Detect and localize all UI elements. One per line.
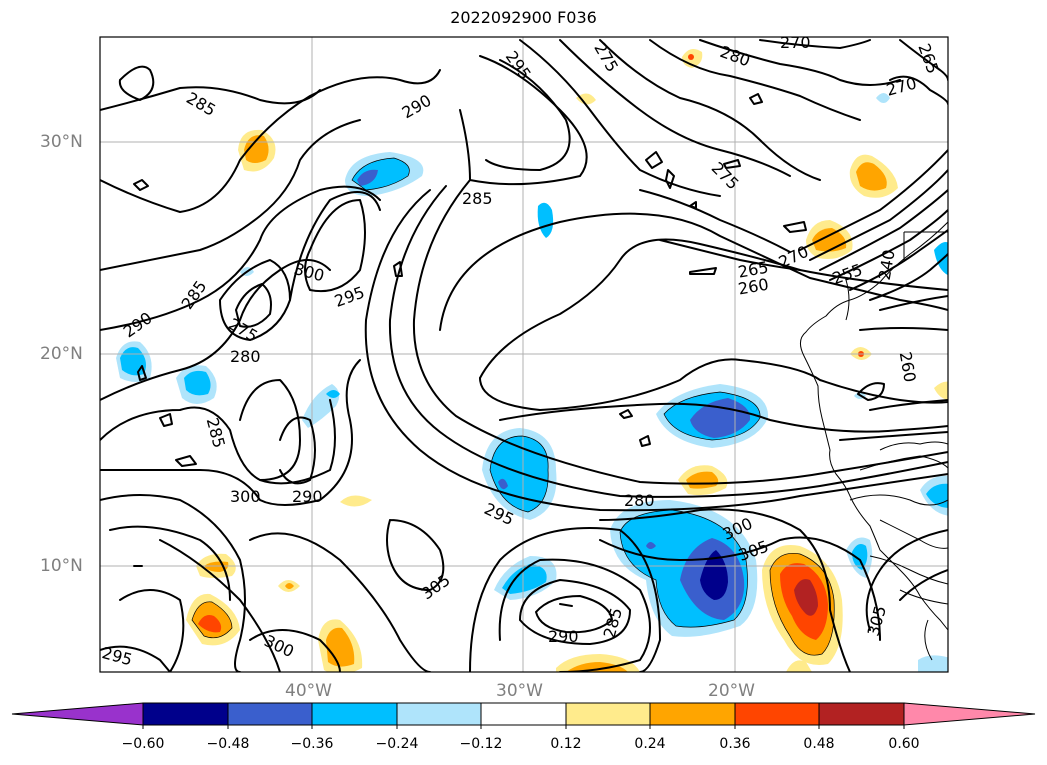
contour-label: 305 bbox=[418, 570, 454, 603]
shade-positive bbox=[566, 662, 628, 672]
colorbar-cell bbox=[818, 702, 905, 726]
contour-label: 255 bbox=[830, 260, 865, 288]
shade-positive bbox=[198, 615, 222, 633]
colorbar-cell bbox=[227, 702, 313, 726]
contour-label: 285 bbox=[183, 88, 219, 120]
colorbar-cell bbox=[311, 702, 398, 726]
colorbar-tick: −0.60 bbox=[121, 736, 165, 752]
shade-negative bbox=[876, 93, 890, 103]
colorbar-cell bbox=[734, 702, 820, 726]
colorbar-extend-min bbox=[11, 702, 144, 726]
lat-label-30n: 30°N bbox=[40, 132, 83, 152]
map-title: 2022092900 F036 bbox=[450, 8, 597, 27]
contour-label: 270 bbox=[884, 74, 918, 100]
contour-label: 260 bbox=[896, 350, 920, 383]
shade-positive bbox=[576, 93, 596, 105]
contour-label: 280 bbox=[230, 347, 261, 366]
contour-label: 285 bbox=[600, 606, 626, 640]
colorbar-tick: −0.36 bbox=[290, 736, 334, 752]
map-frame bbox=[99, 36, 949, 673]
shade-positive bbox=[786, 660, 812, 672]
lat-label-20n: 20°N bbox=[40, 344, 83, 364]
shade-negative bbox=[326, 390, 340, 398]
contour-label: 295 bbox=[332, 283, 367, 311]
shade-negative bbox=[852, 544, 868, 570]
colorbar-tick: −0.48 bbox=[206, 736, 250, 752]
contour-label: 280 bbox=[718, 42, 753, 70]
contour-label: 290 bbox=[292, 487, 323, 506]
contour-label: 290 bbox=[399, 91, 435, 123]
contour-label: 260 bbox=[737, 275, 770, 299]
colorbar-cell bbox=[649, 702, 736, 726]
colorbar-tick: −0.24 bbox=[375, 736, 419, 752]
contour-label: 265 bbox=[914, 41, 942, 76]
colorbar-extend-max bbox=[903, 702, 1036, 726]
shade-negative bbox=[184, 370, 211, 396]
colorbar-cell bbox=[142, 702, 229, 726]
contour-label: 280 bbox=[624, 491, 655, 510]
colorbar-tick: −0.12 bbox=[459, 736, 503, 752]
shade-negative bbox=[498, 478, 508, 490]
colorbar-cell bbox=[565, 702, 651, 726]
colorbar-tick: 0.48 bbox=[803, 736, 835, 752]
coastline bbox=[800, 221, 948, 661]
contour-label: 270 bbox=[780, 33, 811, 52]
shade-positive bbox=[340, 495, 372, 507]
contour-label: 285 bbox=[462, 189, 493, 208]
contour-label: 300 bbox=[230, 487, 261, 506]
shade-negative bbox=[646, 542, 656, 549]
contour-label: 290 bbox=[120, 308, 156, 341]
shade-positive bbox=[918, 655, 948, 672]
contour-label: 240 bbox=[875, 248, 899, 281]
contour-label: 275 bbox=[708, 158, 743, 193]
shade-negative bbox=[537, 202, 554, 238]
shade-negative bbox=[502, 564, 547, 594]
colorbar-tick: 0.12 bbox=[550, 736, 582, 752]
contour-label: 285 bbox=[203, 416, 229, 450]
contour-label: 300 bbox=[261, 631, 297, 661]
contour-label: 295 bbox=[502, 47, 535, 83]
colorbar bbox=[11, 702, 1036, 729]
contour-label: 275 bbox=[225, 314, 261, 346]
shade-positive bbox=[856, 162, 887, 191]
colorbar-tick: 0.24 bbox=[634, 736, 666, 752]
shade-negative bbox=[934, 242, 948, 276]
colorbar-tick: 0.60 bbox=[888, 736, 920, 752]
colorbar-tick: 0.36 bbox=[719, 736, 751, 752]
lon-label-30w: 30°W bbox=[496, 681, 543, 701]
shading-layer bbox=[116, 48, 948, 672]
contour-label: 290 bbox=[548, 627, 579, 646]
lon-label-40w: 40°W bbox=[285, 681, 332, 701]
colorbar-cell bbox=[480, 702, 567, 726]
shading-outline bbox=[191, 157, 835, 656]
shade-positive bbox=[794, 579, 818, 616]
map-layer: 285 290 295 285 275 280 270 265 270 275 … bbox=[100, 33, 948, 672]
lat-label-10n: 10°N bbox=[40, 556, 83, 576]
lon-label-20w: 20°W bbox=[708, 681, 755, 701]
shade-negative bbox=[357, 169, 378, 186]
colorbar-cell bbox=[396, 702, 482, 726]
shade-negative bbox=[934, 381, 948, 400]
shade-negative bbox=[926, 483, 948, 508]
contour-lines bbox=[100, 39, 948, 672]
contour-label: 275 bbox=[590, 39, 622, 75]
shade-positive bbox=[285, 583, 294, 589]
shade-positive bbox=[326, 627, 355, 667]
shade-negative bbox=[700, 550, 728, 600]
